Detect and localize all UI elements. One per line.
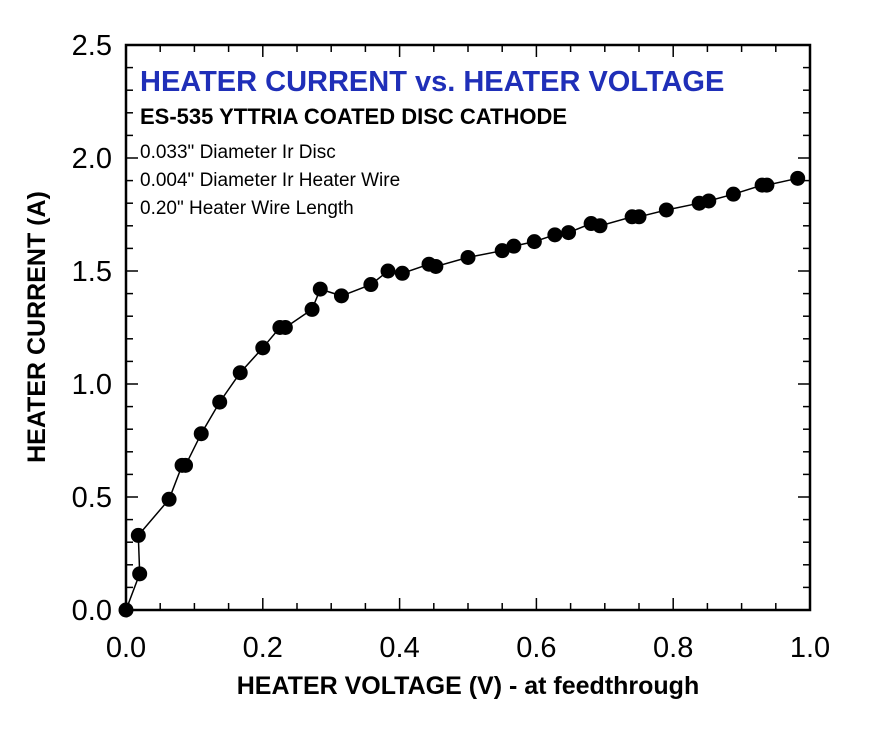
data-point: [790, 170, 806, 186]
data-point: [277, 320, 293, 335]
chart-note-wire-length: 0.20" Heater Wire Length: [140, 198, 354, 219]
data-point: [333, 288, 349, 304]
data-point: [658, 202, 674, 218]
data-point: [631, 209, 647, 225]
data-point: [304, 301, 320, 317]
data-point: [759, 177, 775, 193]
data-point: [394, 265, 410, 281]
data-point: [178, 457, 194, 473]
y-tick-label: 0.5: [72, 482, 112, 514]
chart-note-disc: 0.033" Diameter Ir Disc: [140, 142, 336, 163]
data-point: [428, 258, 444, 274]
y-tick-label: 1.0: [72, 369, 112, 401]
data-point: [725, 186, 741, 202]
plot-frame: [124, 43, 812, 612]
y-axis-title: HEATER CURRENT (A): [23, 191, 51, 463]
data-point: [212, 394, 228, 410]
data-point: [494, 243, 510, 259]
data-point: [193, 426, 209, 442]
data-point: [547, 227, 563, 243]
data-point: [506, 238, 522, 254]
chart-title: HEATER CURRENT vs. HEATER VOLTAGE: [140, 66, 724, 98]
x-tick-label: 1.0: [790, 632, 830, 664]
x-tick-label: 0.4: [379, 632, 419, 664]
data-point: [312, 281, 328, 297]
data-point: [592, 218, 608, 234]
data-point: [380, 263, 396, 279]
chart-subtitle: ES-535 YTTRIA COATED DISC CATHODE: [140, 104, 567, 129]
y-tick-label: 2.5: [72, 30, 112, 62]
data-point: [363, 277, 379, 293]
series-line: [125, 177, 798, 611]
y-tick-label: 2.0: [72, 143, 112, 175]
chart-note-wire-diameter: 0.004" Diameter Ir Heater Wire: [140, 170, 400, 191]
x-tick-label: 0.0: [106, 632, 146, 664]
tick-labels: 0.0 0.2 0.4 0.6 0.8 1.0 0.0 0.5 1.0 1.5 2.0 2.5: [72, 30, 830, 664]
data-point: [526, 234, 542, 250]
x-tick-label: 0.8: [653, 632, 693, 664]
data-point: [132, 566, 148, 582]
y-tick-label: 1.5: [72, 256, 112, 288]
data-point: [460, 249, 476, 265]
data-point: [161, 491, 177, 507]
data-point: [130, 527, 146, 543]
tick-marks: [125, 44, 811, 611]
y-tick-label: 0.0: [72, 595, 112, 627]
data-point: [255, 340, 271, 356]
x-tick-label: 0.6: [516, 632, 556, 664]
x-axis-title: HEATER VOLTAGE (V) - at feedthrough: [237, 672, 699, 700]
data-points: [118, 170, 806, 618]
data-point: [701, 193, 717, 209]
data-point: [118, 602, 134, 618]
data-point: [561, 225, 577, 241]
data-point: [232, 365, 248, 381]
x-tick-label: 0.2: [243, 632, 283, 664]
